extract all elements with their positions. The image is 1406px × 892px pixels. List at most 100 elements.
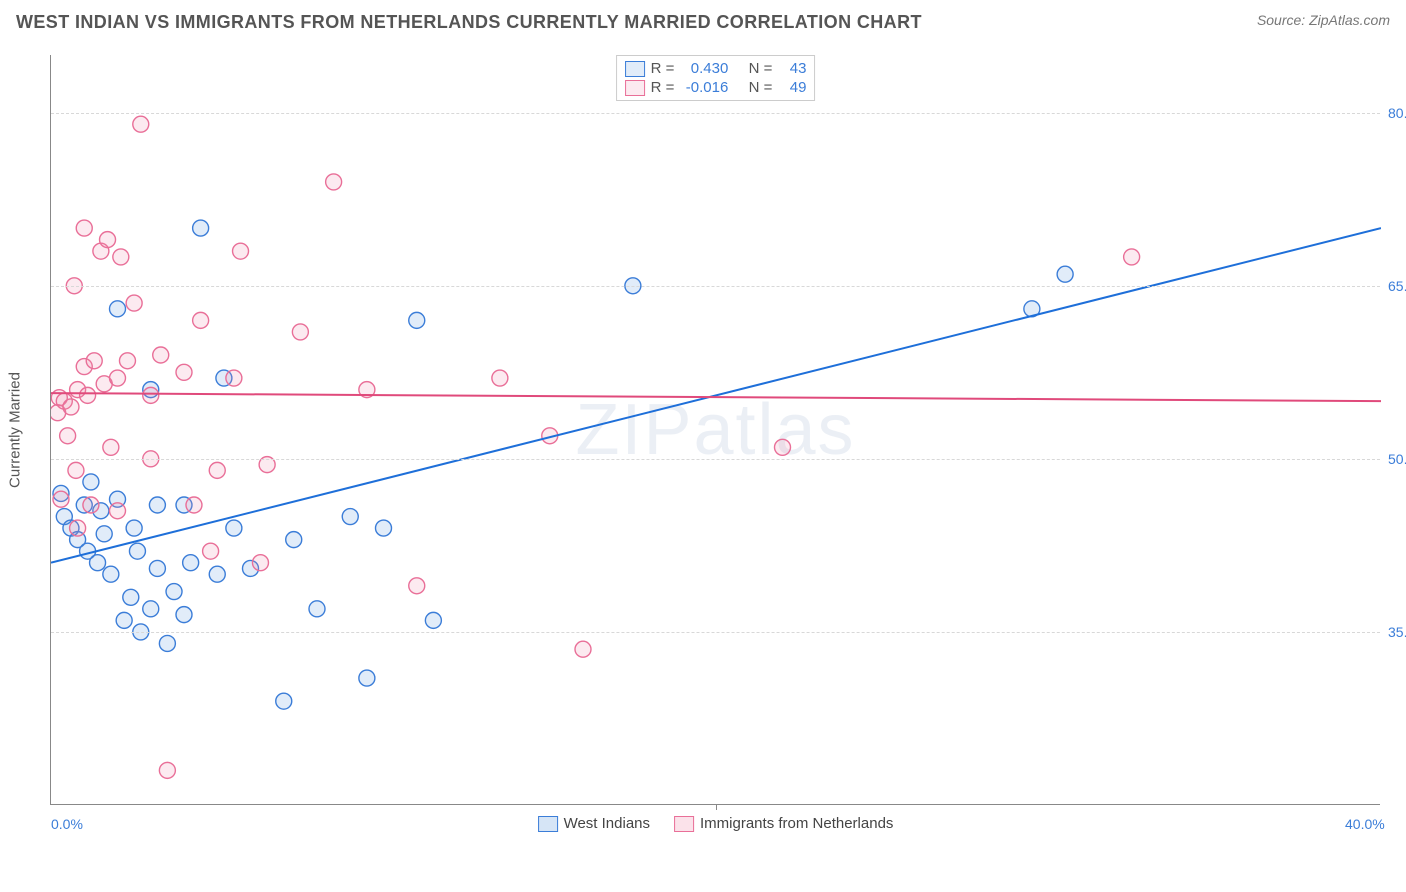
stats-legend: R = 0.430 N = 43 R = -0.016 N = 49 [616,55,816,101]
trend-line [51,393,1381,401]
y-tick-label: 50.0% [1388,451,1406,467]
n-label: N = [749,79,773,96]
scatter-point [226,520,242,536]
scatter-point [193,220,209,236]
r-value: 0.430 [680,60,728,77]
scatter-point [70,520,86,536]
scatter-point [409,312,425,328]
scatter-point [113,249,129,265]
source-attribution: Source: ZipAtlas.com [1257,12,1390,28]
legend-item: West Indians [538,815,650,832]
scatter-point [100,232,116,248]
y-tick-label: 80.0% [1388,105,1406,121]
r-value: -0.016 [680,79,728,96]
legend-label: West Indians [564,815,650,832]
scatter-point [159,635,175,651]
legend-swatch [538,816,558,832]
scatter-point [276,693,292,709]
scatter-point [126,295,142,311]
scatter-point [326,174,342,190]
scatter-point [359,670,375,686]
scatter-point [233,243,249,259]
scatter-point [575,641,591,657]
scatter-point [103,566,119,582]
scatter-point [203,543,219,559]
scatter-point [149,497,165,513]
scatter-point [116,612,132,628]
scatter-point [129,543,145,559]
scatter-point [110,370,126,386]
scatter-point [123,589,139,605]
scatter-point [133,116,149,132]
gridline [51,113,1380,114]
scatter-point [492,370,508,386]
chart-svg-layer [51,55,1381,805]
scatter-point [53,491,69,507]
scatter-point [60,428,76,444]
scatter-point [775,439,791,455]
scatter-point [96,526,112,542]
scatter-point [183,555,199,571]
y-axis-label: Currently Married [7,372,24,488]
legend-label: Immigrants from Netherlands [700,815,893,832]
scatter-point [110,301,126,317]
scatter-point [342,509,358,525]
chart-title: WEST INDIAN VS IMMIGRANTS FROM NETHERLAN… [16,12,922,33]
legend-swatch [674,816,694,832]
scatter-point [176,607,192,623]
gridline [51,286,1380,287]
scatter-point [86,353,102,369]
scatter-point [166,584,182,600]
scatter-point [119,353,135,369]
scatter-point [83,497,99,513]
n-value: 43 [778,60,806,77]
x-axis-mid-tick [716,804,717,810]
scatter-point [143,387,159,403]
scatter-point [209,566,225,582]
scatter-point [143,601,159,617]
scatter-point [252,555,268,571]
scatter-point [68,462,84,478]
legend-swatch [625,61,645,77]
scatter-point [159,762,175,778]
r-label: R = [651,79,675,96]
gridline [51,459,1380,460]
x-tick-label: 0.0% [51,816,83,832]
n-label: N = [749,60,773,77]
scatter-plot-area: Currently Married ZIPatlas R =0.430 N =4… [50,55,1380,805]
scatter-point [1057,266,1073,282]
scatter-point [63,399,79,415]
scatter-point [90,555,106,571]
scatter-point [80,387,96,403]
scatter-point [193,312,209,328]
x-tick-label: 40.0% [1345,816,1385,832]
scatter-point [153,347,169,363]
r-label: R = [651,60,675,77]
stats-legend-row: R = 0.430 N = 43 [625,59,807,78]
scatter-point [425,612,441,628]
scatter-point [186,497,202,513]
scatter-point [103,439,119,455]
scatter-point [376,520,392,536]
scatter-point [76,220,92,236]
y-tick-label: 65.0% [1388,278,1406,294]
scatter-point [1124,249,1140,265]
scatter-point [176,364,192,380]
scatter-point [292,324,308,340]
n-value: 49 [778,79,806,96]
scatter-point [149,560,165,576]
legend-swatch [625,80,645,96]
trend-line [51,228,1381,563]
scatter-point [209,462,225,478]
scatter-point [126,520,142,536]
scatter-point [409,578,425,594]
scatter-point [309,601,325,617]
scatter-point [110,503,126,519]
scatter-point [286,532,302,548]
legend-item: Immigrants from Netherlands [674,815,893,832]
stats-legend-row: R = -0.016 N = 49 [625,78,807,97]
series-legend: West Indians Immigrants from Netherlands [538,815,894,832]
gridline [51,632,1380,633]
scatter-point [83,474,99,490]
scatter-point [226,370,242,386]
